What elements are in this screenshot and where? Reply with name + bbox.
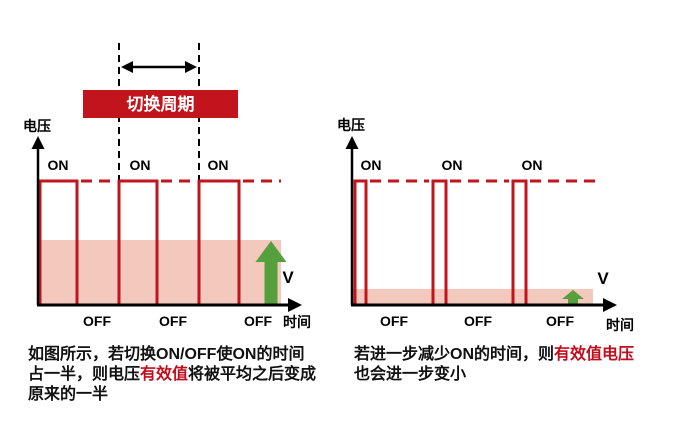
on-label: ON: [48, 157, 69, 173]
pulse-waveform: [197, 179, 241, 305]
off-label: OFF: [464, 313, 492, 329]
on-label: ON: [522, 157, 543, 173]
off-label: OFF: [244, 313, 272, 329]
on-label: ON: [361, 157, 382, 173]
x-axis-arrowhead: [288, 298, 302, 312]
pulse-waveform: [117, 179, 159, 305]
caption-line: 原来的一半: [28, 385, 358, 405]
v-label: V: [282, 268, 294, 287]
time-axis-label: 时间: [606, 317, 634, 333]
y-axis-arrowhead: [31, 136, 45, 149]
caption-line: 也会进一步变小: [354, 365, 684, 385]
voltage-axis-label: 电压: [23, 118, 51, 134]
caption-left: 如图所示，若切换ON/OFF使ON的时间 占一半，则电压有效值将被平均之后变成 原来…: [28, 345, 358, 405]
pulse-waveform: [38, 179, 79, 305]
caption-right: 若进一步减少ON的时间，则有效值电压 也会进一步变小: [354, 345, 684, 385]
caption-text: 原来的一半: [28, 386, 109, 403]
off-label: OFF: [83, 313, 111, 329]
effective-voltage-area: [352, 289, 593, 305]
effective-voltage-arrow: [255, 241, 287, 305]
caption-text: 占一半，则电压: [28, 366, 141, 383]
caption-text: 如图所示，若切换ON/OFF使ON的时间: [28, 346, 305, 363]
on-label: ON: [130, 157, 151, 173]
off-label: OFF: [546, 313, 574, 329]
caption-highlight-text: 有效值电压: [554, 346, 635, 363]
caption-text: 若进一步减少ON的时间，则: [354, 346, 555, 363]
pulse-waveform: [353, 179, 368, 305]
caption-highlight-text: 有效值: [140, 366, 189, 383]
caption-text: 也会进一步变小: [354, 366, 467, 383]
on-label: ON: [442, 157, 463, 173]
pulse-waveform: [511, 179, 528, 305]
voltage-axis-label: 电压: [337, 117, 365, 133]
pulse-waveform: [431, 179, 448, 305]
y-axis-arrowhead: [345, 136, 359, 149]
period-box: [83, 90, 238, 118]
period-box-label: 切换周期: [127, 94, 195, 114]
x-axis-arrowhead: [603, 298, 617, 312]
off-label: OFF: [159, 313, 187, 329]
period-arrow-right-head: [185, 61, 197, 73]
caption-text: 将被平均之后变成: [188, 366, 317, 383]
off-label: OFF: [380, 313, 408, 329]
on-label: ON: [208, 157, 229, 173]
v-label: V: [597, 269, 609, 288]
period-arrow-left-head: [121, 61, 133, 73]
caption-line: 若进一步减少ON的时间，则有效值电压: [354, 345, 684, 365]
caption-line: 占一半，则电压有效值将被平均之后变成: [28, 365, 358, 385]
effective-voltage-arrow: [562, 290, 584, 305]
time-axis-label: 时间: [283, 314, 311, 330]
caption-line: 如图所示，若切换ON/OFF使ON的时间: [28, 345, 358, 365]
effective-voltage-area: [38, 240, 281, 305]
